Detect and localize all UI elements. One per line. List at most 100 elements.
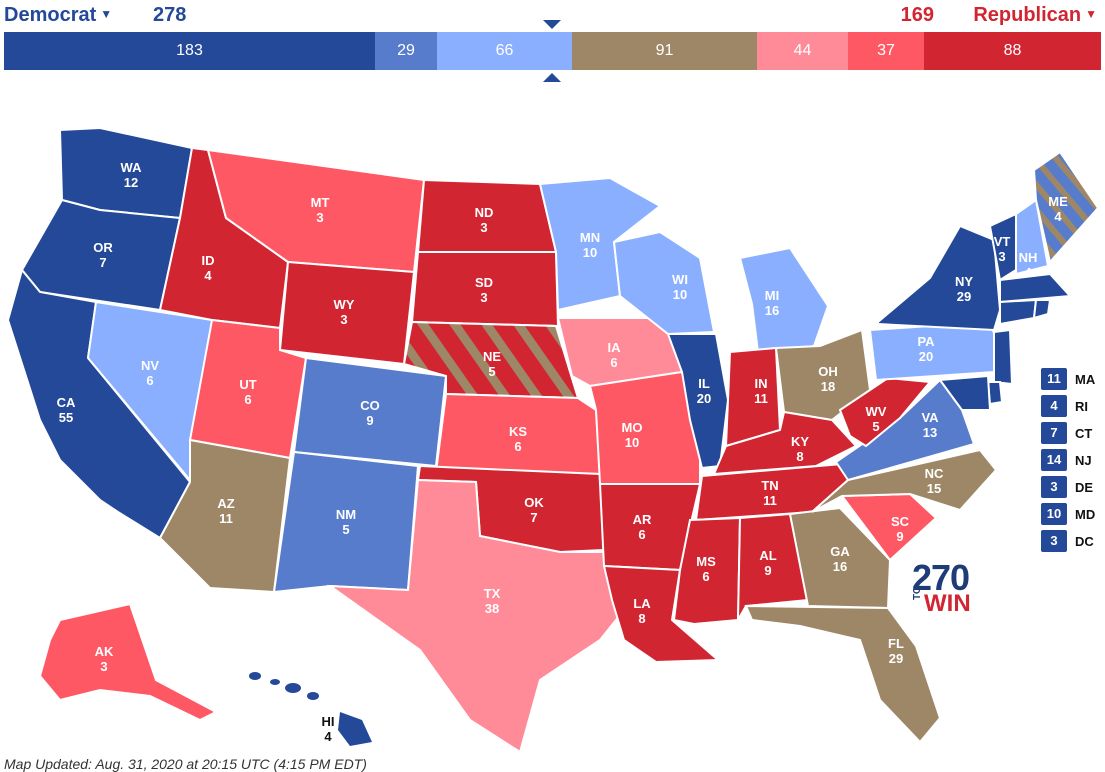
state-wv[interactable]	[838, 376, 932, 448]
small-state-ri[interactable]: 4 RI	[1041, 394, 1095, 418]
midpoint-marker-bottom	[543, 73, 561, 82]
label-nc-abbr: NC	[925, 466, 944, 481]
state-mi[interactable]	[738, 246, 830, 354]
state-hi[interactable]	[249, 672, 372, 746]
electoral-vote-bar: 183 29 66 91 44 37 88	[4, 32, 1101, 70]
label-ms-ev: 6	[702, 569, 709, 584]
bar-segment-likely-rep[interactable]: 37	[848, 32, 924, 70]
label-ga-ev: 16	[833, 559, 847, 574]
label-id-ev: 4	[204, 268, 212, 283]
state-nh[interactable]	[1015, 198, 1050, 276]
democrat-dropdown[interactable]: Democrat ▼	[4, 4, 116, 27]
state-sd[interactable]	[410, 251, 560, 328]
label-az-abbr: AZ	[217, 496, 234, 511]
state-ri[interactable]	[1032, 299, 1052, 320]
label-mi-abbr: MI	[765, 288, 779, 303]
small-state-ma[interactable]: 11 MA	[1041, 367, 1095, 391]
label-wa-ev: 12	[124, 175, 138, 190]
state-al[interactable]	[737, 512, 810, 621]
label-sc-ev: 9	[896, 529, 903, 544]
label-va-abbr: VA	[921, 410, 939, 425]
state-ak[interactable]	[38, 602, 219, 722]
label-nm-abbr: NM	[336, 507, 356, 522]
small-state-ev: 3	[1041, 476, 1067, 498]
label-tn-ev: 11	[763, 493, 777, 508]
small-state-abbr: DE	[1075, 479, 1094, 495]
label-la-abbr: LA	[633, 596, 651, 611]
state-fl[interactable]	[744, 604, 942, 744]
state-md[interactable]	[938, 374, 992, 411]
state-me[interactable]	[1032, 150, 1100, 265]
label-ga-abbr: GA	[830, 544, 850, 559]
label-sc-abbr: SC	[891, 514, 910, 529]
label-ut-abbr: UT	[239, 377, 256, 392]
state-pa[interactable]	[868, 320, 1002, 382]
chevron-down-icon: ▼	[100, 7, 113, 21]
bar-segment-tossup[interactable]: 91	[572, 32, 757, 70]
small-state-md[interactable]: 10 MD	[1041, 502, 1095, 526]
republican-dropdown[interactable]: Republican ▼	[973, 4, 1101, 27]
small-state-abbr: DC	[1075, 533, 1094, 549]
state-az[interactable]	[158, 438, 292, 594]
midpoint-marker-top	[543, 20, 561, 29]
label-ny-ev: 29	[957, 289, 971, 304]
label-ne-ev: 5	[488, 364, 495, 379]
label-wy-abbr: WY	[334, 297, 355, 312]
label-wv-ev: 5	[872, 419, 879, 434]
270towin-logo[interactable]: 270 TO WIN	[912, 560, 990, 618]
label-wi-abbr: WI	[672, 272, 688, 287]
state-nj[interactable]	[993, 328, 1014, 386]
label-or-ev: 7	[99, 255, 106, 270]
label-mi-ev: 16	[765, 303, 779, 318]
democrat-label: Democrat	[4, 4, 97, 26]
bar-segment-safe-rep[interactable]: 88	[924, 32, 1101, 70]
label-il-ev: 20	[697, 391, 711, 406]
label-ny-abbr: NY	[955, 274, 973, 289]
label-pa-ev: 20	[919, 349, 933, 364]
label-mn-ev: 10	[583, 245, 597, 260]
logo-to: TO	[912, 586, 923, 600]
label-sd-ev: 3	[480, 290, 487, 305]
republican-total: 169	[900, 4, 934, 26]
label-nh-ev: 4	[1024, 265, 1032, 280]
state-ca[interactable]	[6, 267, 192, 540]
state-mo[interactable]	[588, 370, 701, 485]
state-nc[interactable]	[811, 448, 998, 513]
label-nc-ev: 15	[927, 481, 941, 496]
label-ia-abbr: IA	[608, 340, 622, 355]
label-ks-abbr: KS	[509, 424, 527, 439]
state-ny[interactable]	[877, 224, 1002, 332]
state-il[interactable]	[666, 333, 730, 470]
logo-win: WIN	[924, 590, 971, 617]
republican-label: Republican	[973, 4, 1082, 26]
label-wy-ev: 3	[340, 312, 347, 327]
state-wi[interactable]	[612, 230, 716, 336]
state-ct[interactable]	[999, 298, 1038, 326]
small-state-ct[interactable]: 7 CT	[1041, 421, 1095, 445]
label-nv-abbr: NV	[141, 358, 159, 373]
label-ak-ev: 3	[100, 659, 107, 674]
small-state-ev: 11	[1041, 368, 1067, 390]
bar-segment-likely-dem[interactable]: 29	[375, 32, 437, 70]
state-ga[interactable]	[788, 506, 892, 610]
bar-segment-safe-dem[interactable]: 183	[4, 32, 375, 70]
small-state-abbr: MA	[1075, 371, 1096, 387]
small-state-dc[interactable]: 3 DC	[1041, 529, 1095, 553]
label-in-ev: 11	[754, 391, 768, 406]
label-ky-ev: 8	[796, 449, 803, 464]
label-mt-abbr: MT	[311, 195, 330, 210]
label-la-ev: 8	[638, 611, 645, 626]
small-state-nj[interactable]: 14 NJ	[1041, 448, 1095, 472]
label-wi-ev: 10	[673, 287, 687, 302]
small-state-de[interactable]: 3 DE	[1041, 475, 1095, 499]
label-mn-abbr: MN	[580, 230, 600, 245]
label-ok-ev: 7	[530, 510, 537, 525]
bar-segment-leans-dem[interactable]: 66	[437, 32, 572, 70]
state-ma[interactable]	[999, 272, 1073, 304]
state-in[interactable]	[724, 346, 782, 448]
bar-segment-leans-rep[interactable]: 44	[757, 32, 848, 70]
label-tx-ev: 38	[485, 601, 499, 616]
state-tx[interactable]	[326, 478, 626, 752]
